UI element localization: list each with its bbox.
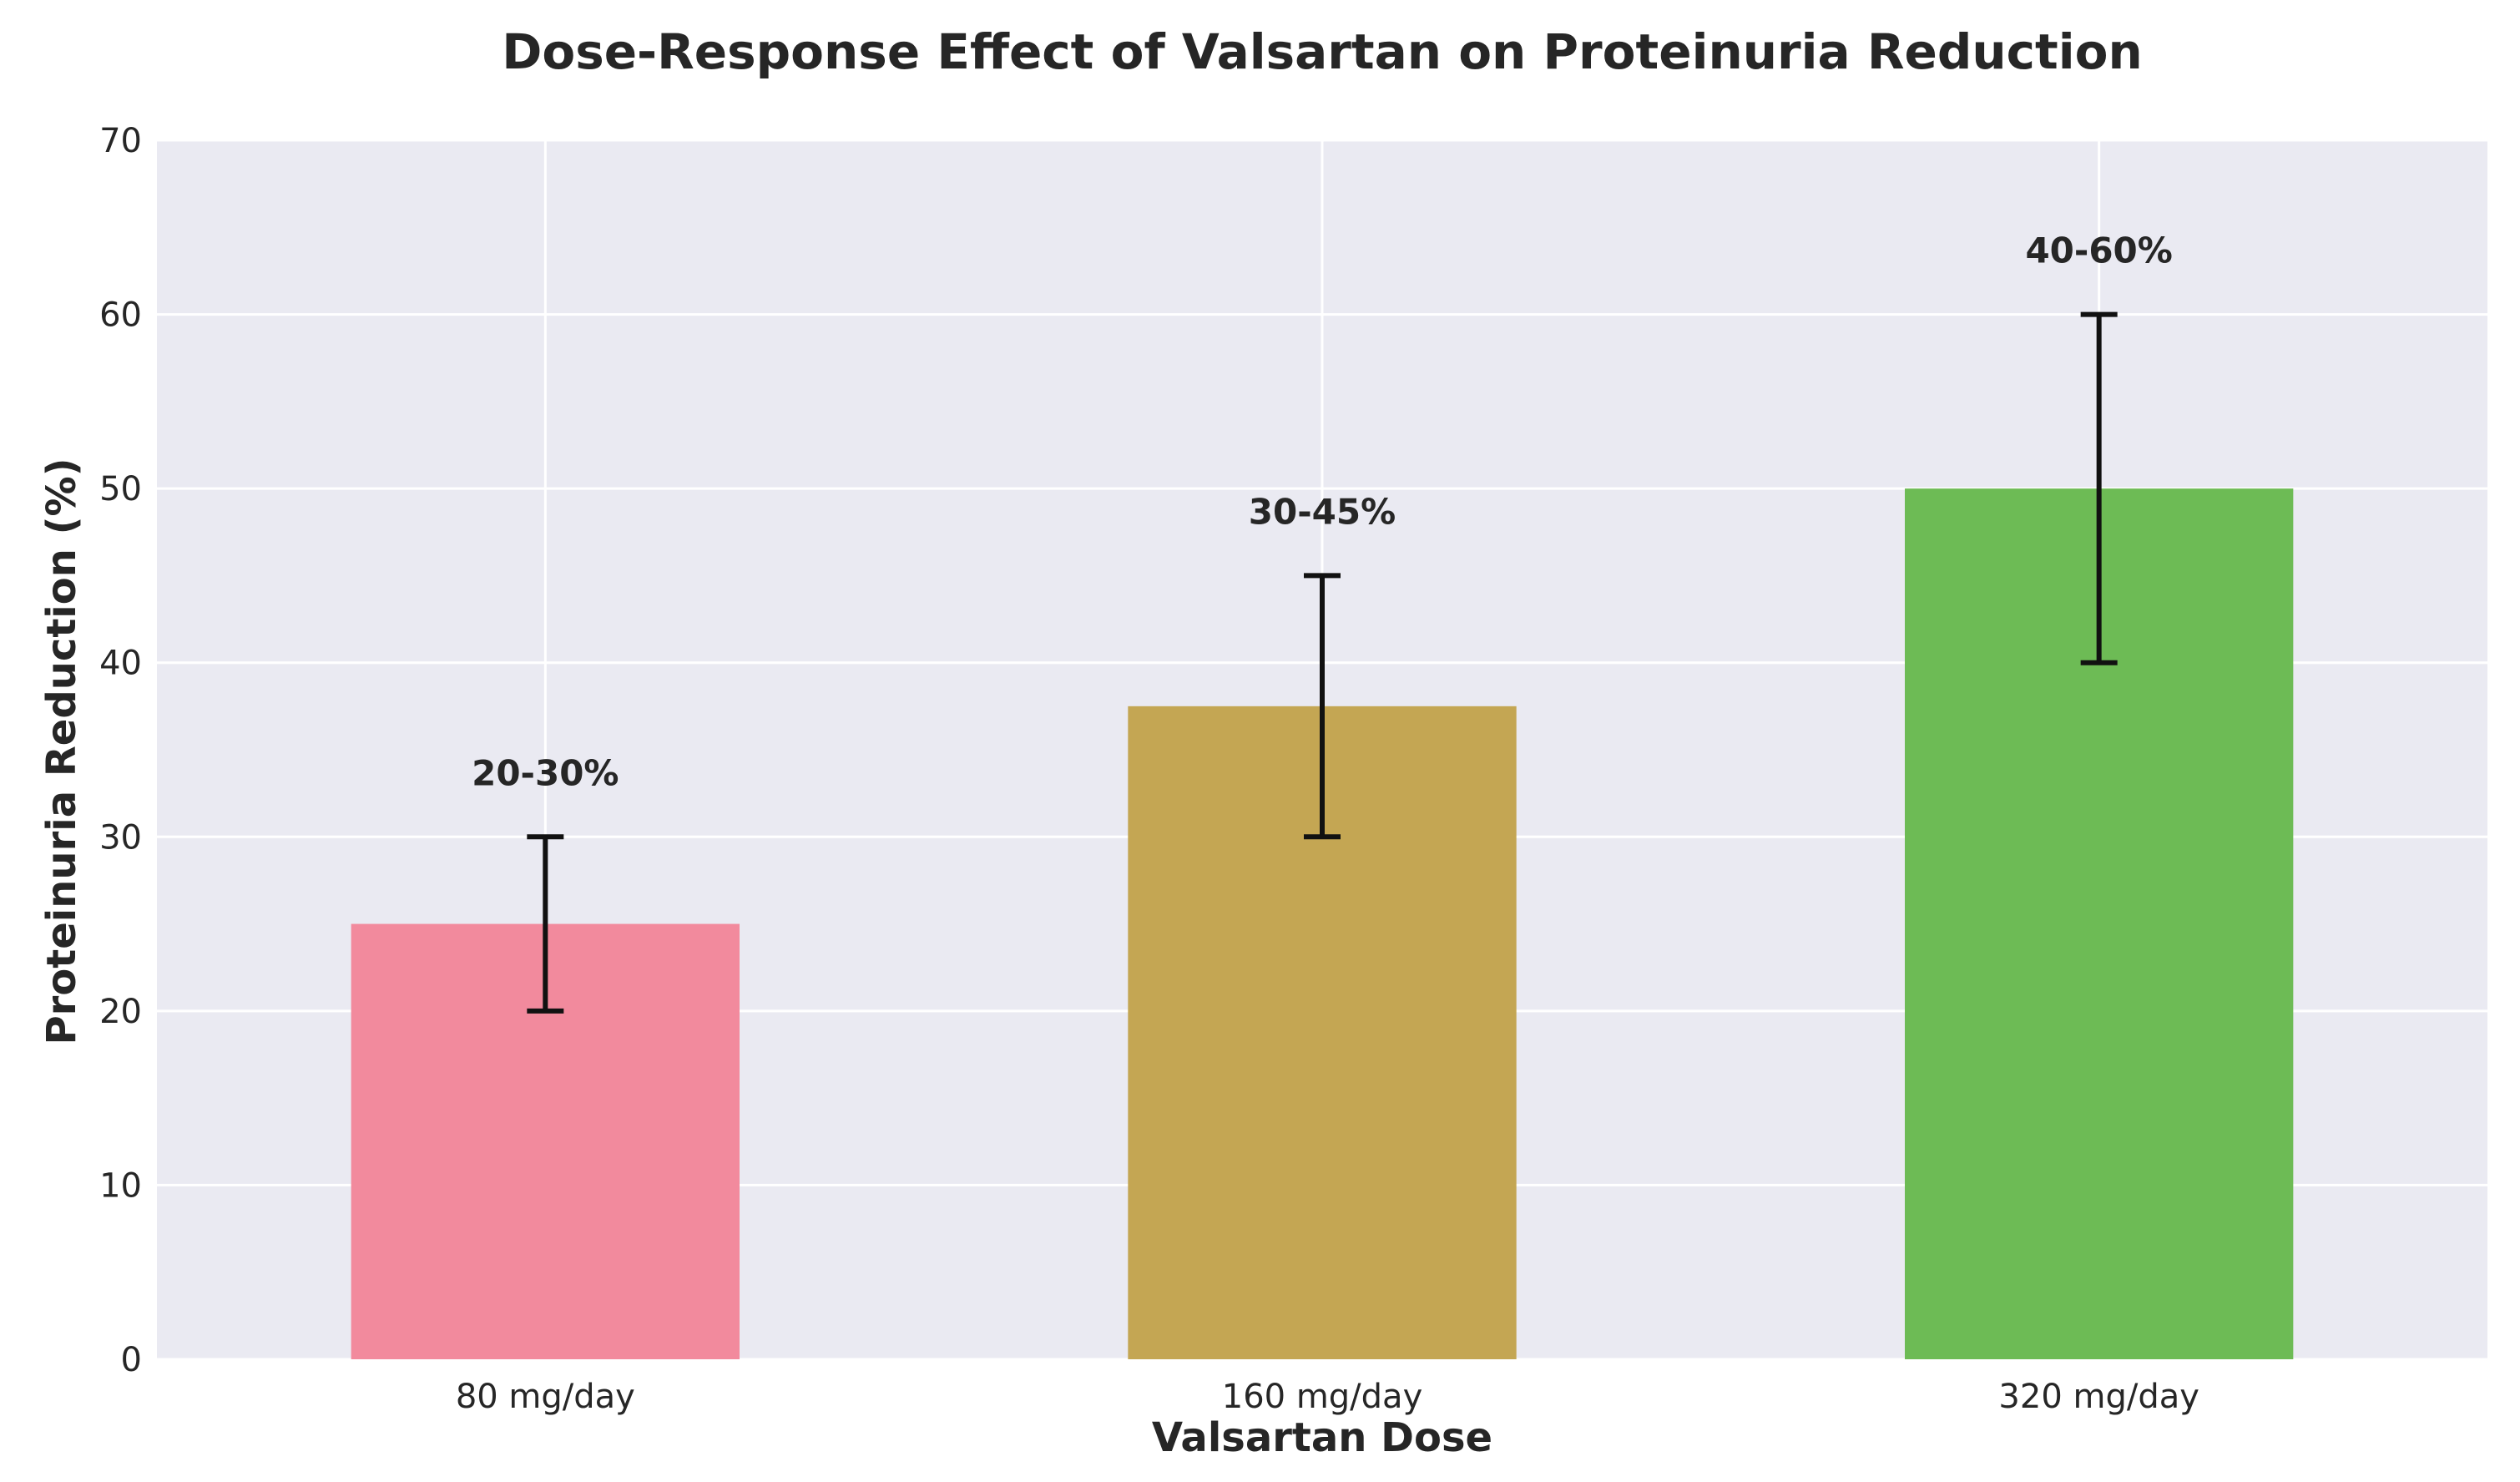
- y-tick-label: 40: [99, 645, 142, 683]
- y-axis-label: Proteinuria Reduction (%): [38, 458, 85, 1044]
- y-tick-label: 10: [99, 1166, 142, 1205]
- x-tick-label: 80 mg/day: [456, 1378, 635, 1416]
- data-label: 30-45%: [1249, 491, 1396, 532]
- x-axis-ticks: 80 mg/day 160 mg/day 320 mg/day: [456, 1378, 2199, 1416]
- y-tick-label: 60: [99, 296, 142, 335]
- data-label: 20-30%: [472, 752, 619, 793]
- data-label: 40-60%: [2025, 230, 2172, 271]
- data-labels: 20-30% 30-45% 40-60%: [472, 230, 2173, 794]
- x-axis-label: Valsartan Dose: [1152, 1414, 1492, 1461]
- x-tick-label: 320 mg/day: [1998, 1378, 2199, 1416]
- y-tick-label: 30: [99, 818, 142, 857]
- error-bars: [527, 311, 2118, 1014]
- chart-title: Dose-Response Effect of Valsartan on Pro…: [502, 23, 2143, 80]
- error-bar: [2080, 311, 2118, 665]
- y-axis-ticks: 0 10 20 30 40 50 60 70: [99, 122, 142, 1379]
- error-bar: [1304, 573, 1341, 840]
- y-tick-label: 50: [99, 470, 142, 508]
- x-tick-label: 160 mg/day: [1222, 1378, 1422, 1416]
- error-bar: [527, 834, 564, 1014]
- y-tick-label: 20: [99, 993, 142, 1031]
- y-tick-label: 0: [121, 1341, 142, 1379]
- y-tick-label: 70: [99, 122, 142, 160]
